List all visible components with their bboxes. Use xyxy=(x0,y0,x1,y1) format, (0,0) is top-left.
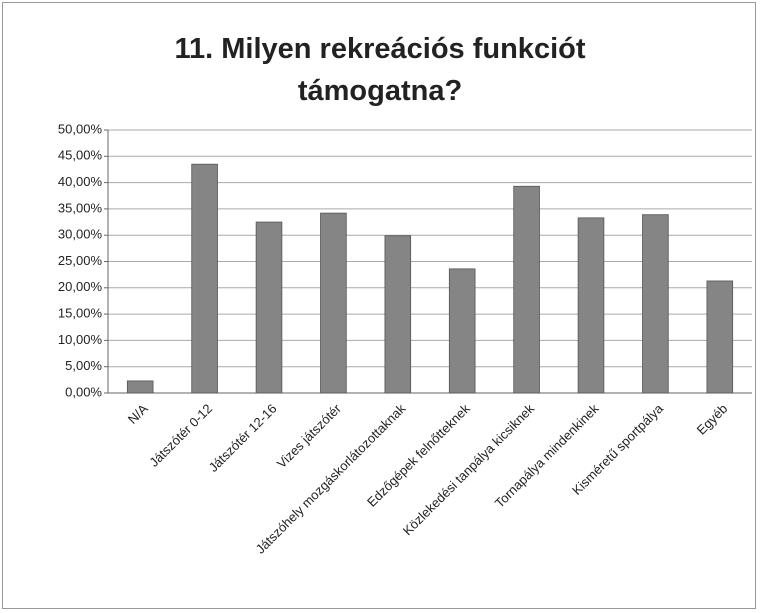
bar xyxy=(448,268,476,394)
bar xyxy=(320,212,347,394)
bar xyxy=(126,380,154,394)
bar xyxy=(642,214,669,394)
y-tick-label: 25,00% xyxy=(58,253,103,268)
y-tick-label: 20,00% xyxy=(58,279,103,294)
x-tick-label: Játszótér 12-16 xyxy=(206,401,280,475)
y-tick-label: 35,00% xyxy=(58,200,103,215)
y-tick-label: 5,00% xyxy=(65,358,102,373)
x-tick-label: Egyéb xyxy=(694,401,731,438)
x-tick-label: Közlekedési tanpálya kicsiknek xyxy=(400,401,538,539)
x-tick-label: Tornapálya mindenkinek xyxy=(492,401,602,511)
x-tick-label: Vizes játszótér xyxy=(274,400,345,471)
chart-title: 11. Milyen rekreációs funkciót támogatna… xyxy=(174,33,586,107)
y-tick-label: 10,00% xyxy=(58,332,103,347)
y-tick-label: 30,00% xyxy=(58,227,103,242)
x-tick-label: Játszótér 0-12 xyxy=(146,401,215,470)
y-tick-label: 0,00% xyxy=(65,384,102,399)
bar xyxy=(191,163,218,394)
y-tick-label: 15,00% xyxy=(58,306,103,321)
y-tick-label: 40,00% xyxy=(58,174,103,189)
y-tick-label: 50,00% xyxy=(58,121,103,136)
x-tick-label: N/A xyxy=(125,401,151,427)
bar xyxy=(384,235,412,394)
bar xyxy=(706,280,734,394)
bar xyxy=(255,221,283,394)
y-tick-label: 45,00% xyxy=(58,148,103,163)
bar xyxy=(577,217,605,394)
bar xyxy=(513,185,540,394)
